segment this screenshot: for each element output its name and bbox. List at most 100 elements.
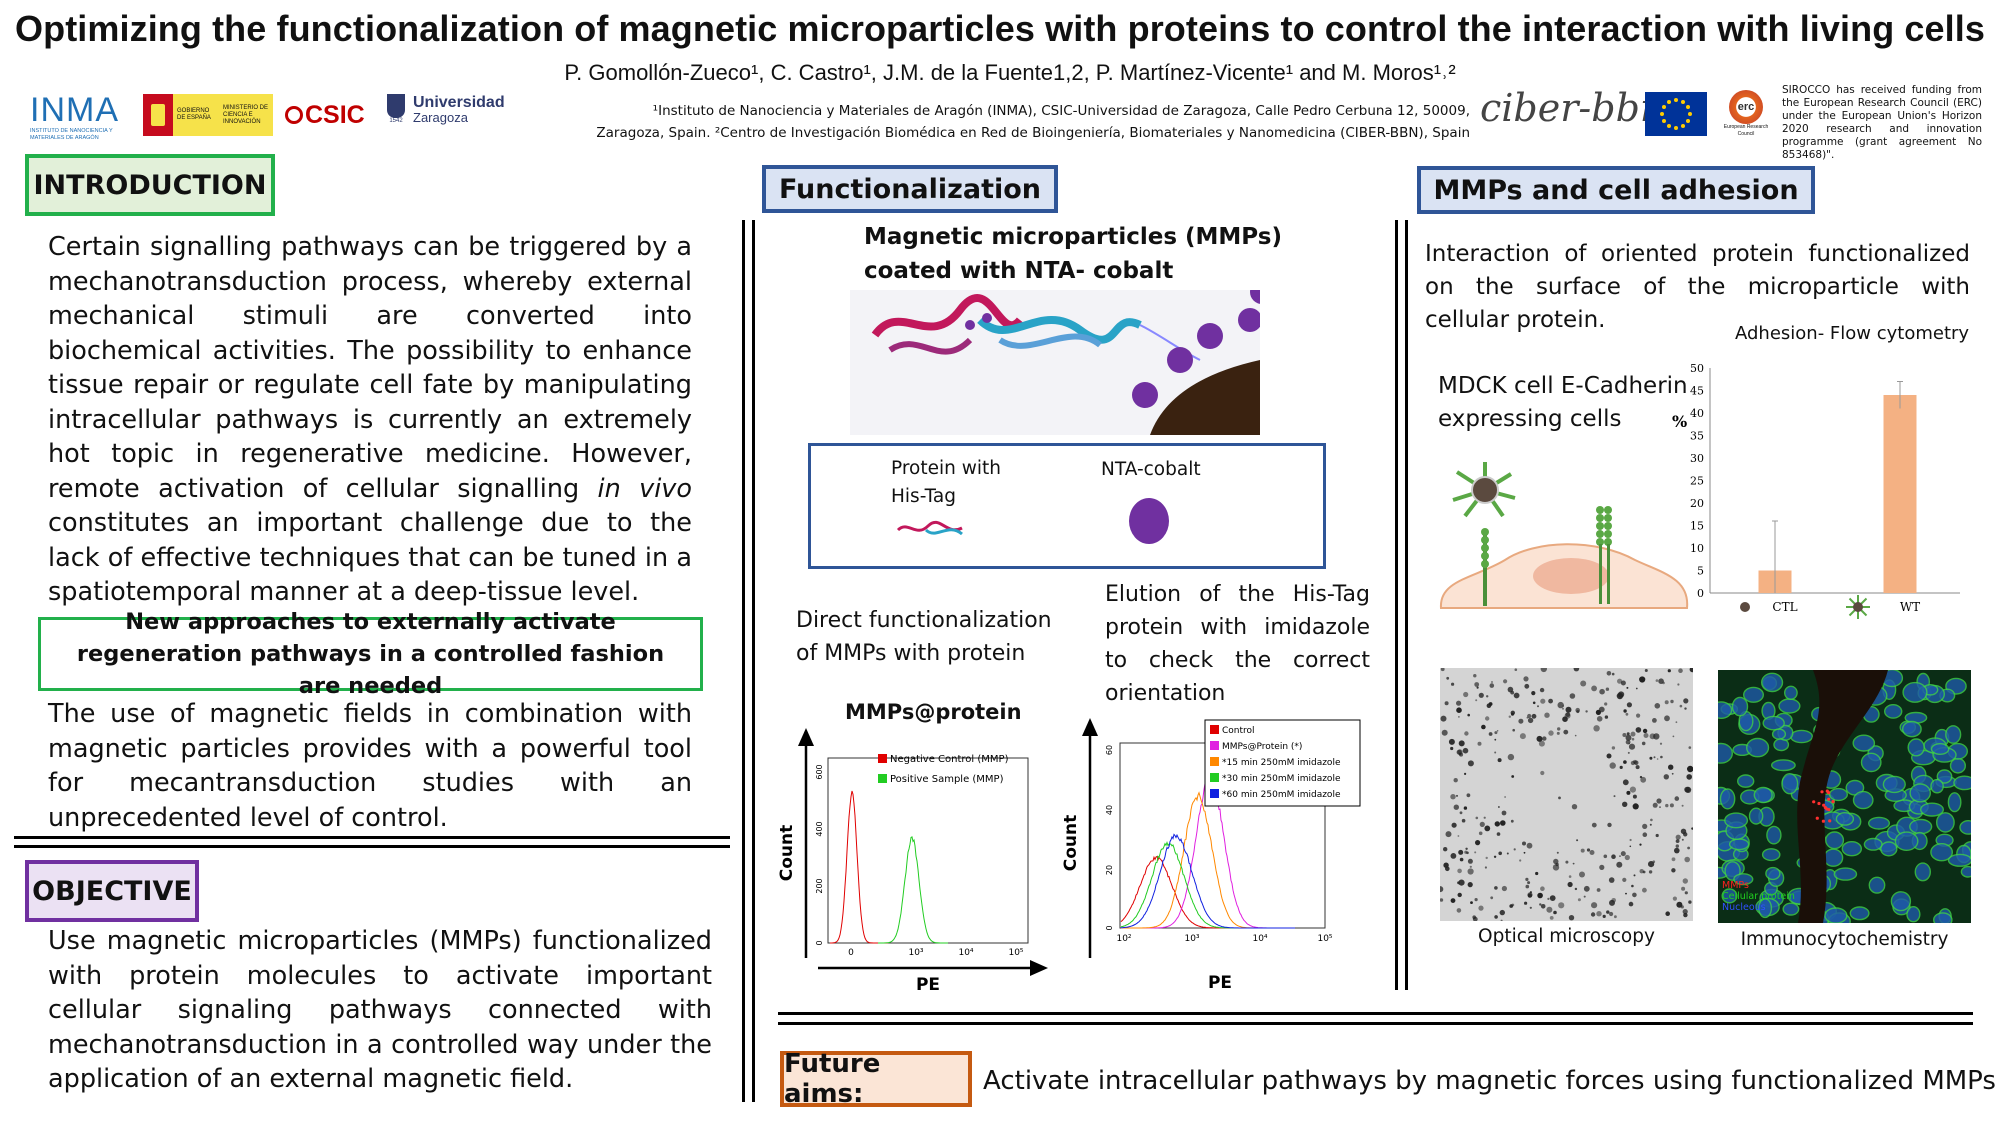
legend-swatch [1210,725,1219,734]
legend-protein-label: Protein with His-Tag [891,455,1001,511]
divider-line [14,836,730,839]
immuno-legend-nucleous: Nucleous [1722,902,1795,913]
immuno-legend-cellular-protein: Cellular protein [1722,891,1795,902]
y-tick-label: 10 [1690,542,1704,555]
legend-label: Negative Control (MMP) [890,754,1009,765]
elution-text: Elution of the His-Tag protein with imid… [1105,578,1370,710]
x-tick-label: 10⁵ [1008,948,1023,958]
plot-frame [828,758,1028,943]
y-axis-label: Count [778,825,797,882]
mdck-cells-text: MDCK cell E-Cadherin expressing cells [1438,370,1703,436]
legend-label: Positive Sample (MMP) [890,774,1004,785]
y-tick-label: 25 [1690,475,1704,488]
affiliation-line-2: Zaragoza, Spain. ²Centro de Investigació… [530,122,1470,144]
functionalized-mmp-icon [1453,462,1515,516]
mmp-subtitle: Magnetic microparticles (MMPs) coated wi… [864,220,1282,288]
divider-line [778,1022,1973,1025]
y-tick-label: 60 [1105,745,1114,755]
optical-microscopy-caption: Optical microscopy [1440,926,1693,947]
x-tick-label: 10³ [1184,934,1199,944]
x-tick-label: 10² [1116,934,1131,944]
y-tick-label: 30 [1690,452,1704,465]
y-tick-label: 400 [815,821,824,836]
x-tick-label: 10⁴ [958,948,973,958]
functionalized-mmp-icon [1846,595,1870,619]
divider-line [778,1012,1973,1015]
arrow-head-icon [1082,718,1098,736]
column-divider [742,220,745,1102]
affiliations: ¹Instituto de Nanociencia y Materiales d… [530,100,1470,144]
x-tick-label: 10⁴ [1252,934,1267,944]
erc-logo: erc European Research Council [1716,90,1776,138]
adhesion-chart-title: Adhesion- Flow cytometry [1735,323,1969,344]
legend-swatch [1210,773,1219,782]
elution-histogram: CountPE020406010² 10³ 10⁴ 10⁵ControlMMPs@Pr… [1050,718,1395,993]
y-tick-label: 600 [815,764,824,779]
introduction-paragraph-2: The use of magnetic fields in combinatio… [48,697,692,835]
objective-text: Use magnetic microparticles (MMPs) funct… [48,924,712,1097]
mmps-protein-histogram: Count PE 0 200 400 600 0 10³ 10⁴ 10⁵ Negative Cont… [778,728,1058,993]
series-negative-control [830,791,888,943]
unizar-shield-icon: 1542 [383,94,409,136]
y-axis-label: % [1672,412,1687,431]
arrow-head-icon [1030,960,1048,976]
csic-ring-icon [285,106,303,124]
author-list: P. Gomollón-Zueco¹, C. Castro¹, J.M. de … [480,60,1540,86]
y-tick-label: 50 [1690,362,1704,375]
gobierno-espana-logo: GOBIERNO DE ESPAÑA MINISTERIO DE CIENCIA… [143,94,273,136]
eu-flag-icon [1645,92,1707,136]
coat-of-arms-icon [143,94,173,136]
legend-box: Protein with His-Tag NTA-cobalt [808,443,1326,569]
y-tick-label: 35 [1690,430,1704,443]
legend-swatch [1210,741,1219,750]
optical-microscopy-image [1440,668,1693,921]
divider-line [14,845,730,848]
objective-heading: OBJECTIVE [25,860,199,922]
series-line [1121,834,1295,928]
nta-cobalt-icon [1129,498,1169,544]
y-tick-label: 15 [1690,520,1704,533]
y-tick-label: 5 [1697,565,1704,578]
legend-swatch [878,754,887,763]
functionalization-heading: Functionalization [762,165,1058,213]
funding-statement: SIROCCO has received funding from the Eu… [1782,84,1982,162]
future-aims-text: Activate intracellular pathways by magne… [983,1066,1996,1096]
unizar-logo: 1542 Universidad Zaragoza [383,94,513,136]
x-tick-label: 10⁵ [1317,934,1332,944]
protein-particle-illustration [850,290,1260,435]
y-tick-label: 40 [1690,407,1704,420]
category-label: WT [1900,600,1920,614]
highlight-box: New approaches to externally activate re… [38,617,703,691]
legend-swatch [878,774,887,783]
erc-circle-icon: erc [1729,90,1763,124]
adhesion-bar-chart: 0 5 10 15 20 25 30 35 40 45 50% CTL WT [1670,350,1970,630]
mmps-protein-chart-title: MMPs@protein [845,700,1022,724]
column-divider [1395,220,1398,990]
cell-adhesion-illustration [1435,460,1695,615]
inma-logo: INMA INSTITUTO DE NANOCIENCIA Y MATERIAL… [30,92,135,142]
ciber-bbn-logo: ciber-bbn [1480,86,1664,130]
legend-label: *15 min 250mM imidazole [1222,758,1341,768]
x-tick-label: 10³ [908,948,923,958]
introduction-heading: INTRODUCTION [25,154,275,216]
legend-nta-label: NTA-cobalt [1101,459,1201,480]
bar-wt [1884,395,1917,593]
direct-functionalization-text: Direct functionalization of MMPs with pr… [796,604,1066,670]
legend-label: Control [1222,726,1255,736]
x-axis-label: PE [916,975,940,993]
y-tick-label: 20 [1105,865,1114,875]
plain-mmp-icon [1740,602,1750,612]
y-tick-label: 20 [1690,497,1704,510]
poster-title: Optimizing the functionalization of magn… [0,8,2000,50]
mmps-adhesion-heading: MMPs and cell adhesion [1417,166,1815,214]
column-divider [1405,220,1408,990]
arrow-head-icon [798,728,814,746]
introduction-paragraph-1: Certain signalling pathways can be trigg… [48,230,692,610]
affiliation-line-1: ¹Instituto de Nanociencia y Materiales d… [530,100,1470,122]
future-aims-label: Future aims: [780,1051,972,1107]
y-tick-label: 40 [1105,805,1114,815]
legend-label: MMPs@Protein (*) [1222,742,1302,752]
y-tick-label: 0 [1697,587,1704,600]
series-positive-sample [878,837,948,943]
x-axis-label: PE [1208,973,1232,993]
